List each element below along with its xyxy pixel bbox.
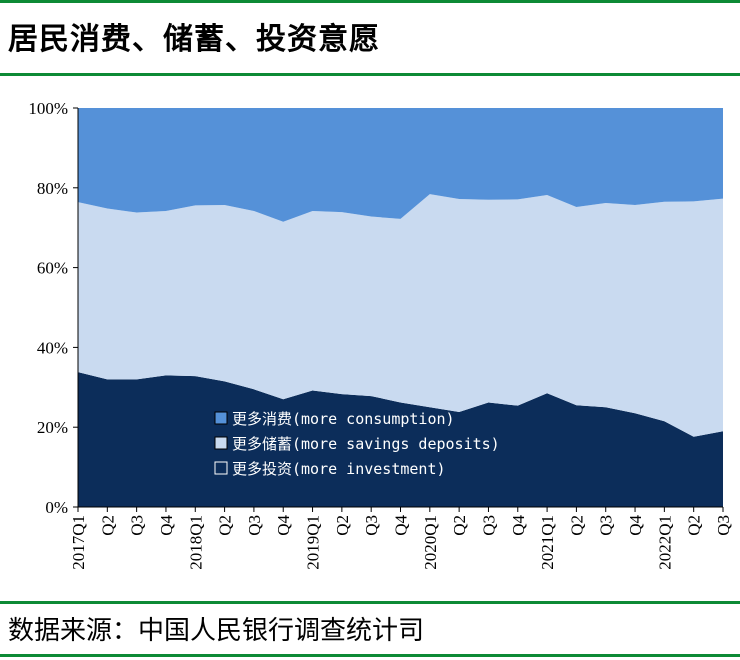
x-tick-label: Q3: [128, 515, 147, 536]
legend-label-investment: 更多投资(more investment): [232, 460, 446, 478]
y-tick-label: 40%: [37, 338, 68, 357]
source-note: 数据来源：中国人民银行调查统计司: [8, 616, 425, 646]
top-rule: [0, 0, 740, 3]
x-tick-label: Q4: [392, 515, 411, 536]
footer-rule-top: [0, 601, 740, 604]
x-tick-label: 2021Q1: [538, 515, 557, 570]
x-tick-label: Q2: [685, 515, 704, 536]
legend-label-consumption: 更多消费(more consumption): [232, 410, 455, 428]
x-tick-label: 2022Q1: [655, 515, 674, 570]
footer-rule-bottom: [0, 654, 740, 657]
legend-swatch-savings: [214, 436, 228, 450]
x-tick-label: Q3: [597, 515, 616, 536]
y-tick-label: 0%: [45, 498, 68, 517]
x-tick-label: Q2: [567, 515, 586, 536]
y-tick-labels: 0% 20% 40% 60% 80% 100%: [28, 99, 78, 517]
x-tick-label: Q2: [98, 515, 117, 536]
area-savings: [78, 194, 723, 437]
x-tick-label: 2017Q1: [69, 515, 88, 570]
x-tick-labels: 2017Q1 Q2 Q3 Q4 2018Q1 Q2 Q3 Q4 2019Q1 Q2 Q3 Q4 2020…: [69, 507, 733, 570]
x-tick-label: Q4: [157, 515, 176, 536]
x-tick-label: 2018Q1: [186, 515, 205, 570]
legend-swatch-consumption: [214, 411, 228, 425]
legend-label-savings: 更多储蓄(more savings deposits): [232, 435, 500, 453]
x-tick-label: Q3: [479, 515, 498, 536]
stacked-area-chart: 0% 20% 40% 60% 80% 100% 2017Q1 Q2 Q3 Q4 2018Q1 Q2 Q…: [28, 99, 733, 570]
x-tick-label: 2020Q1: [421, 515, 440, 570]
area-consumption: [78, 108, 723, 222]
legend: 更多消费(more consumption) 更多储蓄(more savings …: [214, 410, 500, 478]
y-tick-label: 100%: [28, 99, 68, 118]
x-tick-label: Q4: [509, 515, 528, 536]
x-tick-label: Q3: [245, 515, 264, 536]
x-tick-label: Q4: [274, 515, 293, 536]
x-tick-label: Q2: [450, 515, 469, 536]
y-tick-label: 60%: [37, 259, 68, 278]
legend-swatch-investment: [214, 461, 228, 475]
x-tick-label: Q3: [714, 515, 733, 536]
x-tick-label: Q2: [216, 515, 235, 536]
y-tick-label: 20%: [37, 418, 68, 437]
y-tick-label: 80%: [37, 179, 68, 198]
page-title: 居民消费、储蓄、投资意愿: [8, 22, 380, 57]
x-tick-label: 2019Q1: [304, 515, 323, 570]
area-investment: [78, 372, 723, 507]
x-tick-label: Q4: [626, 515, 645, 536]
title-rule: [0, 73, 740, 76]
area-layer: [78, 108, 723, 507]
x-tick-label: Q2: [333, 515, 352, 536]
x-tick-label: Q3: [362, 515, 381, 536]
